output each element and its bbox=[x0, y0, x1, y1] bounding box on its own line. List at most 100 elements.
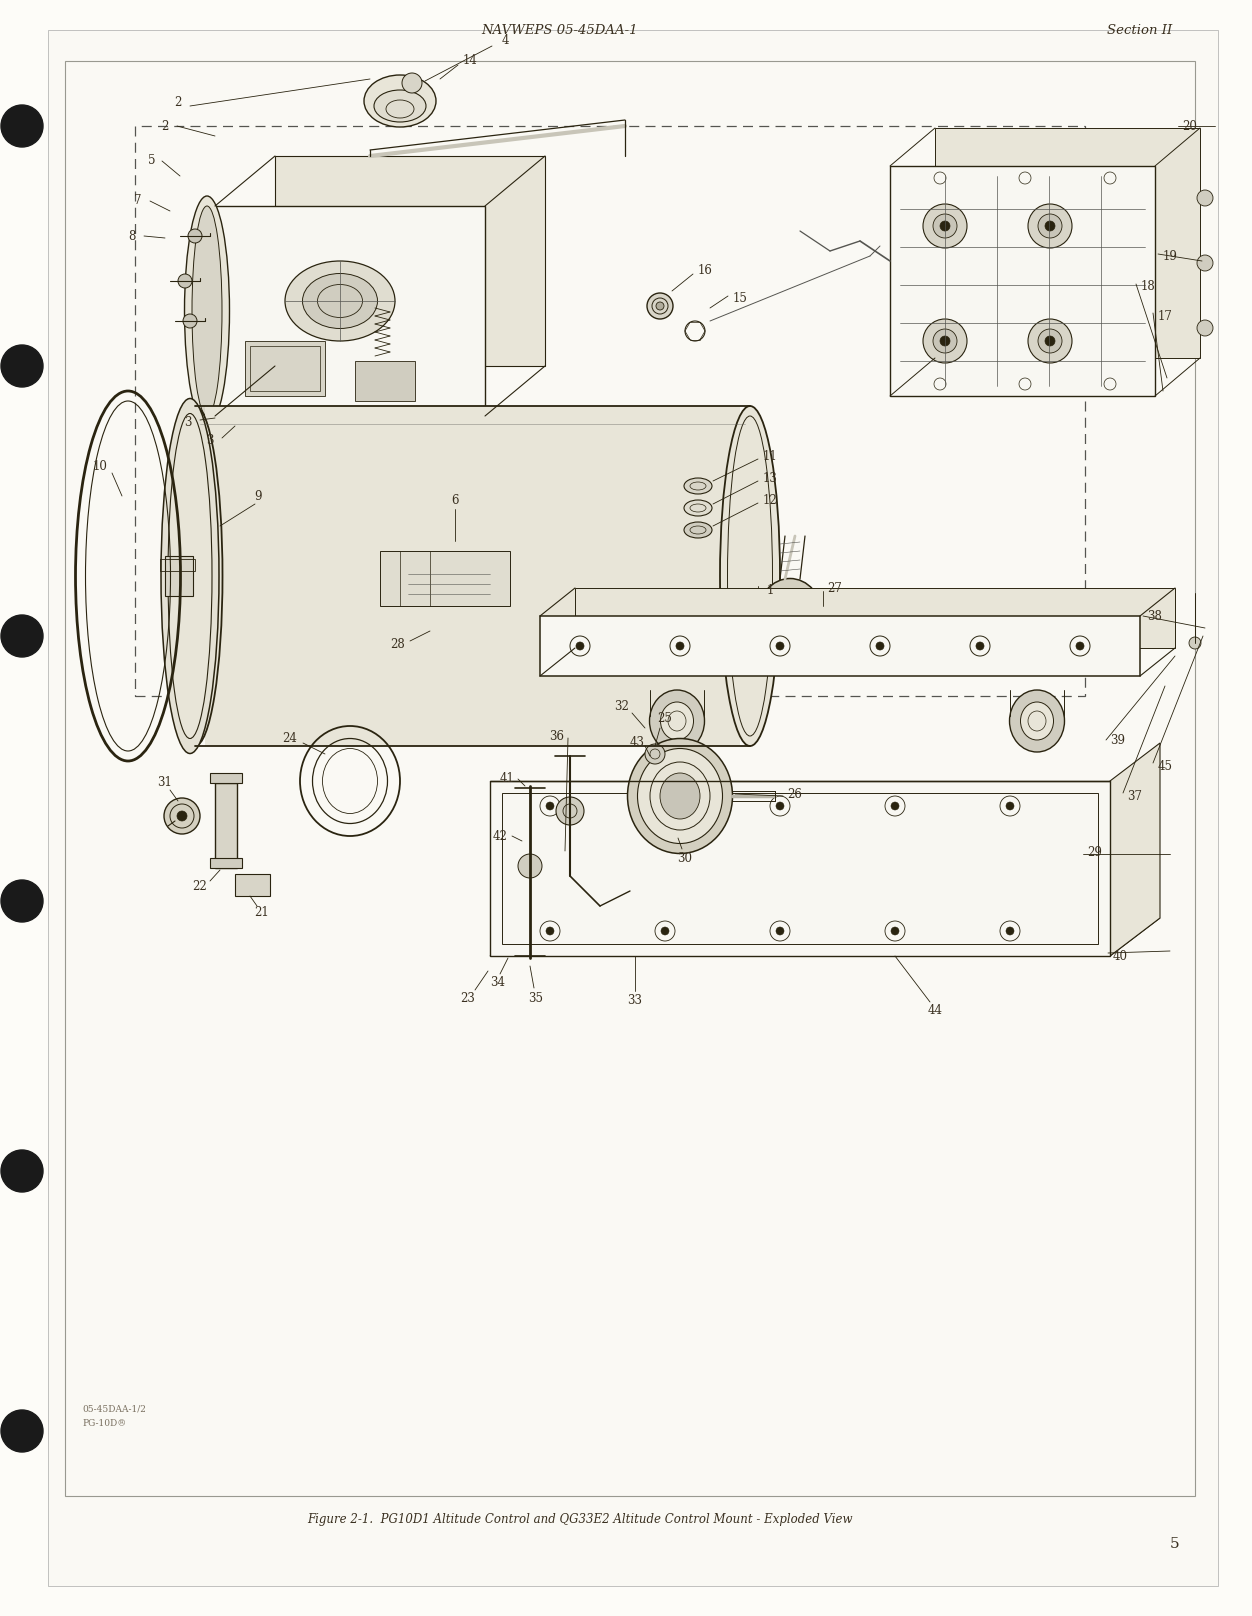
Ellipse shape bbox=[661, 701, 694, 740]
Circle shape bbox=[933, 213, 957, 238]
Circle shape bbox=[1197, 191, 1213, 205]
Text: 11: 11 bbox=[762, 449, 777, 462]
Ellipse shape bbox=[684, 522, 712, 538]
Text: NAVWEPS 05-45DAA-1: NAVWEPS 05-45DAA-1 bbox=[482, 24, 639, 37]
Ellipse shape bbox=[184, 196, 229, 427]
Ellipse shape bbox=[162, 399, 219, 753]
Circle shape bbox=[1038, 330, 1062, 352]
Text: 28: 28 bbox=[391, 637, 406, 651]
Polygon shape bbox=[490, 918, 1161, 957]
Ellipse shape bbox=[374, 90, 426, 121]
Circle shape bbox=[1, 1151, 43, 1193]
Circle shape bbox=[164, 798, 200, 834]
Text: 10: 10 bbox=[93, 459, 108, 472]
Ellipse shape bbox=[285, 262, 394, 341]
Ellipse shape bbox=[684, 499, 712, 516]
Circle shape bbox=[518, 853, 542, 877]
Circle shape bbox=[645, 743, 665, 764]
Bar bbox=[356, 360, 414, 401]
Bar bbox=[215, 205, 485, 415]
Text: 24: 24 bbox=[283, 732, 298, 745]
Circle shape bbox=[1, 616, 43, 658]
Circle shape bbox=[546, 802, 553, 810]
Circle shape bbox=[178, 275, 192, 288]
Circle shape bbox=[923, 204, 967, 247]
Circle shape bbox=[776, 928, 784, 936]
Text: 15: 15 bbox=[732, 291, 747, 304]
Text: Figure 2-1.  PG10D1 Altitude Control and QG33E2 Altitude Control Mount - Explode: Figure 2-1. PG10D1 Altitude Control and … bbox=[307, 1513, 853, 1526]
Bar bbox=[502, 793, 1098, 944]
Text: 39: 39 bbox=[1111, 735, 1126, 748]
Text: 19: 19 bbox=[1163, 249, 1177, 262]
Bar bbox=[65, 61, 1194, 1496]
Text: 13: 13 bbox=[762, 472, 777, 485]
Text: 34: 34 bbox=[491, 976, 506, 989]
Circle shape bbox=[891, 928, 899, 936]
Text: 35: 35 bbox=[528, 992, 543, 1005]
Ellipse shape bbox=[656, 302, 664, 310]
Ellipse shape bbox=[364, 74, 436, 128]
Circle shape bbox=[1028, 204, 1072, 247]
Bar bbox=[575, 588, 1174, 648]
Circle shape bbox=[776, 802, 784, 810]
Ellipse shape bbox=[720, 406, 780, 747]
Circle shape bbox=[1197, 255, 1213, 271]
Bar bbox=[275, 157, 545, 365]
Bar bbox=[210, 858, 242, 868]
Bar bbox=[381, 551, 510, 606]
Ellipse shape bbox=[757, 579, 823, 653]
Text: 2: 2 bbox=[174, 97, 182, 110]
Text: 9: 9 bbox=[254, 490, 262, 503]
Circle shape bbox=[1, 344, 43, 386]
Circle shape bbox=[472, 425, 478, 431]
Circle shape bbox=[312, 425, 318, 431]
Text: 42: 42 bbox=[492, 829, 507, 842]
Circle shape bbox=[661, 802, 669, 810]
Bar bbox=[890, 166, 1156, 396]
Text: 22: 22 bbox=[193, 879, 208, 892]
Text: 5: 5 bbox=[148, 155, 155, 168]
Circle shape bbox=[940, 221, 950, 231]
Circle shape bbox=[177, 811, 187, 821]
Bar bbox=[135, 126, 1085, 696]
Text: 1: 1 bbox=[766, 585, 774, 598]
Text: 17: 17 bbox=[1158, 310, 1172, 323]
Ellipse shape bbox=[684, 478, 712, 494]
Circle shape bbox=[676, 642, 684, 650]
Bar bbox=[250, 346, 321, 391]
Text: 3: 3 bbox=[207, 435, 214, 448]
Text: 05-45DAA-1/2: 05-45DAA-1/2 bbox=[81, 1404, 146, 1414]
Text: 14: 14 bbox=[462, 55, 477, 68]
Text: 3: 3 bbox=[184, 415, 192, 428]
Circle shape bbox=[1007, 928, 1014, 936]
Ellipse shape bbox=[303, 273, 378, 328]
Circle shape bbox=[1189, 637, 1201, 650]
Ellipse shape bbox=[660, 772, 700, 819]
Circle shape bbox=[1038, 213, 1062, 238]
Circle shape bbox=[183, 314, 197, 328]
Text: 30: 30 bbox=[677, 852, 692, 865]
Ellipse shape bbox=[650, 690, 705, 751]
Text: 36: 36 bbox=[550, 729, 565, 742]
Ellipse shape bbox=[647, 292, 674, 318]
Circle shape bbox=[876, 642, 884, 650]
Text: 40: 40 bbox=[1113, 950, 1128, 963]
Text: 5: 5 bbox=[1171, 1537, 1179, 1551]
Polygon shape bbox=[1111, 743, 1161, 957]
Text: 23: 23 bbox=[461, 992, 476, 1005]
Text: 6: 6 bbox=[451, 494, 458, 507]
Ellipse shape bbox=[637, 748, 722, 844]
Circle shape bbox=[1, 105, 43, 147]
Text: 21: 21 bbox=[254, 907, 269, 920]
Ellipse shape bbox=[767, 590, 813, 642]
Ellipse shape bbox=[1009, 690, 1064, 751]
Bar bbox=[210, 772, 242, 784]
Text: 2: 2 bbox=[162, 120, 169, 133]
Text: 27: 27 bbox=[828, 582, 843, 595]
Text: PG-10D®: PG-10D® bbox=[81, 1419, 126, 1427]
Bar bbox=[235, 874, 270, 895]
FancyBboxPatch shape bbox=[205, 406, 740, 747]
Circle shape bbox=[661, 928, 669, 936]
Text: 18: 18 bbox=[1141, 280, 1156, 292]
Text: 32: 32 bbox=[615, 700, 630, 713]
